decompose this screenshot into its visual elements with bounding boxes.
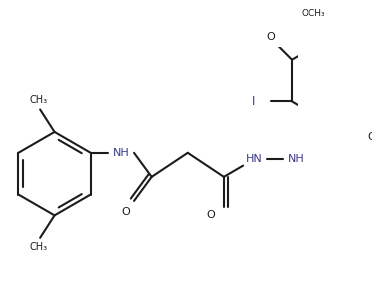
Text: NH: NH xyxy=(288,154,304,164)
Text: NH: NH xyxy=(113,148,129,158)
Text: O: O xyxy=(367,132,372,142)
Text: OCH₃: OCH₃ xyxy=(302,9,325,18)
Text: O: O xyxy=(122,207,130,217)
Text: CH₃: CH₃ xyxy=(29,95,48,105)
Text: O: O xyxy=(267,32,276,42)
Text: HN: HN xyxy=(246,154,263,164)
Text: O: O xyxy=(207,210,215,220)
Text: I: I xyxy=(252,95,255,108)
Text: CH₃: CH₃ xyxy=(29,242,48,253)
